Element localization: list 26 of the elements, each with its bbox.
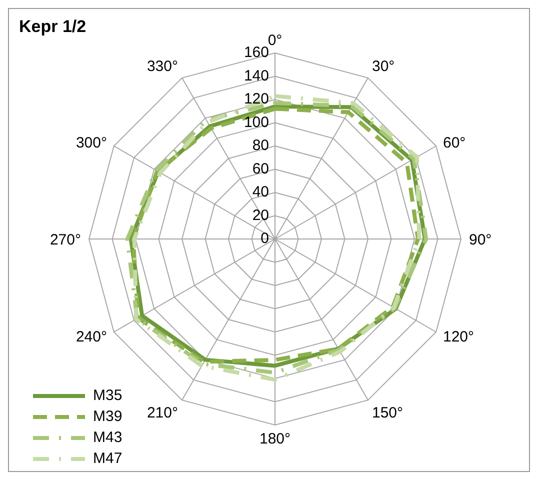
legend-label: M39 — [93, 408, 122, 425]
y-tick-label: 140 — [244, 67, 269, 84]
legend-label: M35 — [93, 387, 122, 404]
spoke-label: 120° — [443, 328, 474, 346]
y-tick-label: 100 — [244, 114, 269, 131]
spoke-label: 0° — [268, 32, 282, 49]
y-tick-label: 160 — [244, 44, 269, 61]
legend-label: M43 — [93, 429, 122, 446]
y-tick-label: 0 — [260, 230, 269, 247]
legend-label: M47 — [93, 450, 122, 467]
y-tick-label: 120 — [244, 90, 269, 108]
spoke-label: 30° — [372, 58, 395, 75]
spoke-label: 60° — [443, 134, 466, 152]
spoke-label: 210° — [146, 404, 178, 422]
y-tick-label: 40 — [252, 184, 269, 200]
y-tick-label: 80 — [252, 137, 269, 154]
spoke-label: 300° — [76, 134, 107, 152]
spoke-label: 150° — [372, 404, 404, 422]
y-tick-label: 60 — [252, 160, 269, 178]
spoke-label: 90° — [469, 231, 492, 248]
spoke-label: 270° — [50, 231, 81, 248]
spoke-label: 180° — [259, 430, 291, 448]
y-tick-label: 20 — [252, 206, 269, 224]
chart-title: Kepr 1/2 — [19, 17, 86, 37]
spoke-label: 240° — [76, 328, 107, 346]
spoke-label: 330° — [146, 58, 178, 75]
